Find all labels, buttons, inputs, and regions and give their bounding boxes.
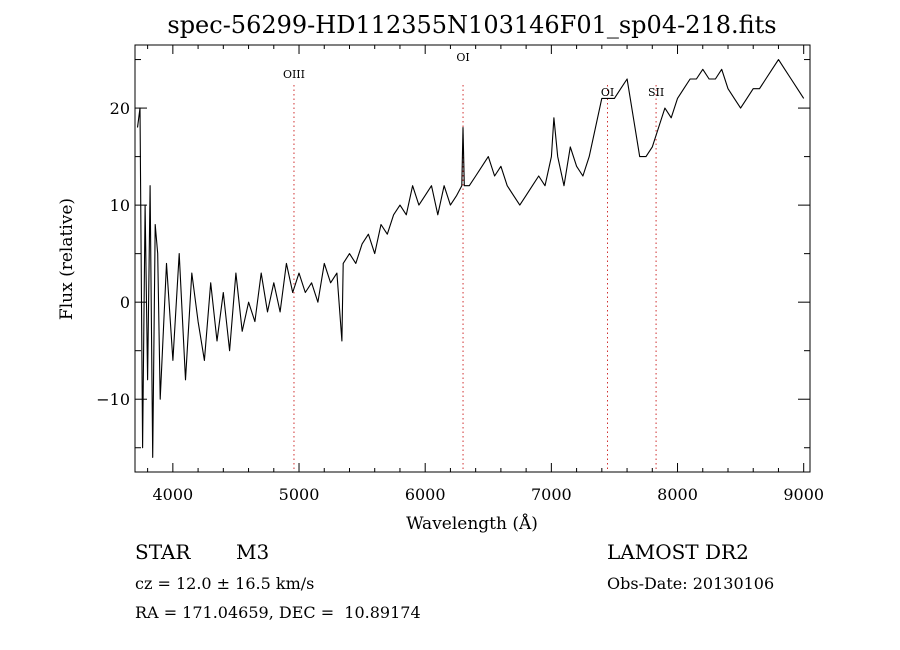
spectrum-line [136,59,805,458]
annotation-label: SII [648,86,664,99]
x-tick-label: 7000 [531,485,572,504]
y-tick-label: 20 [110,99,130,118]
line-annotations: OIII OI OI SII [283,51,664,472]
x-axis-label: Wavelength (Å) [406,513,538,534]
x-tick-label: 9000 [783,485,824,504]
survey-name: LAMOST DR2 [607,540,749,564]
x-tick-label: 4000 [152,485,193,504]
y-tick-label: −10 [96,390,130,409]
redshift-cz: cz = 12.0 ± 16.5 km/s [135,574,315,593]
annotation-label: OI [601,86,614,99]
x-tick-label: 6000 [405,485,446,504]
annotation-label: OI [456,51,469,64]
observation-date: Obs-Date: 20130106 [607,574,775,593]
x-tick-label: 8000 [657,485,698,504]
sky-coordinates: RA = 171.04659, DEC = 10.89174 [135,603,421,622]
object-subclass: M3 [236,540,270,564]
y-axis-label: Flux (relative) [57,198,77,320]
plot-frame [134,44,811,473]
x-tick-label: 5000 [279,485,320,504]
y-tick-label: 10 [110,196,130,215]
chart-title: spec-56299-HD112355N103146F01_sp04-218.f… [167,11,776,39]
spectrum-series [136,59,805,458]
object-class: STAR [135,540,191,564]
axis-ticks: 4000 5000 6000 7000 8000 9000 −10 0 10 20 [96,45,824,504]
annotation-label: OIII [283,68,305,81]
y-tick-label: 0 [120,293,130,312]
